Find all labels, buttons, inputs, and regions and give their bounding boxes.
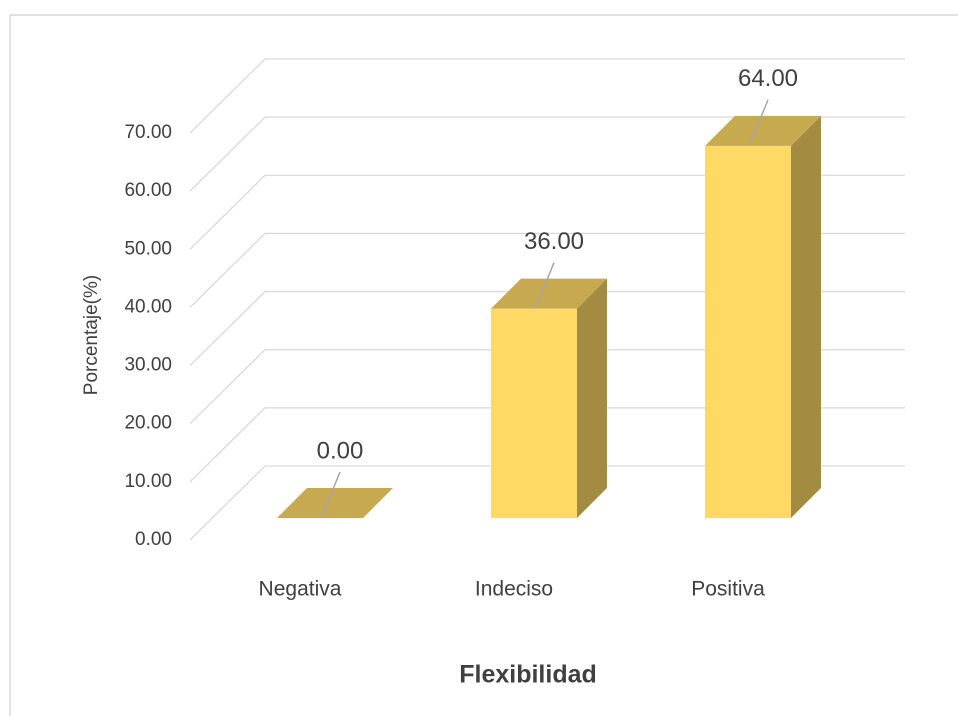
data-label: 36.00 xyxy=(524,228,584,255)
grid-line xyxy=(189,407,905,483)
grid-line xyxy=(189,232,905,308)
grid-line xyxy=(189,290,905,367)
y-tick-label: 60.00 xyxy=(124,180,172,201)
grid-line xyxy=(189,349,905,425)
x-tick-label: Indeciso xyxy=(475,578,553,601)
grid-line xyxy=(189,465,905,541)
bar xyxy=(491,308,577,518)
bar xyxy=(705,145,791,518)
bar-side xyxy=(577,278,607,518)
y-tick-label: 70.00 xyxy=(124,122,172,143)
bar-top xyxy=(705,115,821,146)
leader-line xyxy=(749,99,769,145)
bar-top xyxy=(277,488,393,518)
y-tick-label: 0.00 xyxy=(135,529,172,550)
x-tick-label: Positiva xyxy=(691,578,765,601)
grid-line xyxy=(189,174,905,250)
bar-top xyxy=(491,278,607,309)
y-tick-label: 20.00 xyxy=(124,413,172,434)
y-tick-label: 10.00 xyxy=(124,471,172,492)
grid-line xyxy=(189,58,905,134)
data-label: 64.00 xyxy=(738,65,798,92)
leader-line xyxy=(535,262,555,307)
grid-line xyxy=(189,116,905,192)
x-axis-title: Flexibilidad xyxy=(459,661,597,689)
y-tick-label: 30.00 xyxy=(124,355,172,376)
leader-line xyxy=(321,471,341,517)
y-axis-title: Porcentaje(%) xyxy=(81,275,102,395)
bar-side xyxy=(791,115,821,518)
x-tick-label: Negativa xyxy=(259,578,342,601)
y-tick-label: 40.00 xyxy=(124,296,172,317)
y-tick-label: 50.00 xyxy=(124,238,172,259)
data-label: 0.00 xyxy=(317,437,364,464)
